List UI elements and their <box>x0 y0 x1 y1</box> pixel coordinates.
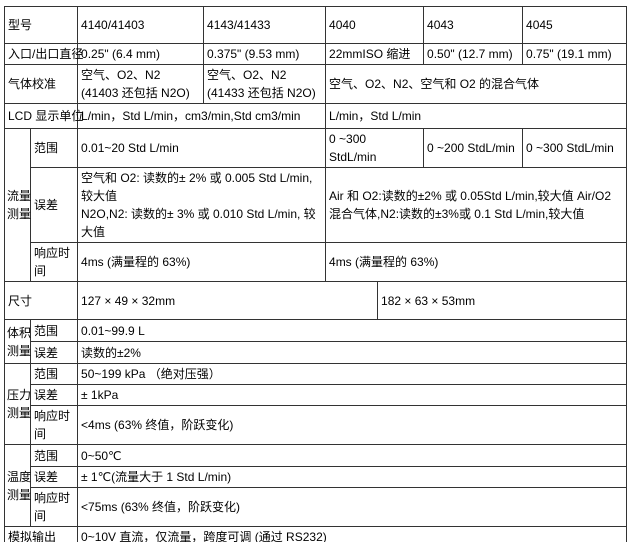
spec-table: 型号 4140/41403 4143/41433 4040 4043 4045 … <box>3 6 628 542</box>
row-volume-range: 体积 测量 范围 0.01~99.9 L <box>4 319 628 364</box>
row-flow-error: 误差 空气和 O2: 读数的± 2% 或 0.005 Std L/min,较大值… <box>5 167 628 243</box>
pressure-response-label: 响应时间 <box>29 405 79 445</box>
cell-flow-response-right: 4ms (满量程的 63%) <box>325 242 628 282</box>
row-pressure-range: 压力 测量 范围 50~199 kPa （绝对压强） <box>4 363 628 445</box>
cell-volume-range: 0.01~99.9 L <box>77 319 628 342</box>
cell-model-b: 4143/41433 <box>203 6 327 44</box>
volume-group-label: 体积 测量 <box>4 319 31 364</box>
model-row-label: 型号 <box>3 6 79 44</box>
row-temperature-response: 响应时间 <75ms (63% 终值，阶跃变化) <box>5 487 628 527</box>
row-pressure-response: 响应时间 <4ms (63% 终值，阶跃变化) <box>5 405 628 445</box>
cell-temperature-response: <75ms (63% 终值，阶跃变化) <box>77 487 628 527</box>
flow-range-label: 范围 <box>29 128 79 168</box>
cell-temperature-range: 0~50℃ <box>77 444 628 467</box>
cell-model-e: 4045 <box>522 6 628 44</box>
row-temperature-range: 温度 测量 范围 0~50℃ <box>4 444 628 527</box>
dimensions-row-label: 尺寸 <box>3 281 79 320</box>
cell-flow-range-left: 0.01~20 Std L/min <box>77 128 327 168</box>
pressure-range-label: 范围 <box>29 363 79 385</box>
cell-pressure-range: 50~199 kPa （绝对压强） <box>77 363 628 385</box>
analog-output-label: 模拟输出 <box>3 526 79 542</box>
row-pressure-error: 误差 ± 1kPa <box>5 384 628 406</box>
cell-pressure-error: ± 1kPa <box>77 384 628 406</box>
cell-analog-output: 0~10V 直流，仅流量，跨度可调 (通过 RS232) <box>77 526 628 542</box>
flow-response-label: 响应时间 <box>29 242 79 282</box>
cell-gas-cal-cde: 空气、O2、N2、空气和 O2 的混合气体 <box>325 64 628 104</box>
flow-error-label: 误差 <box>29 167 79 243</box>
cell-diameter-a: 0.25" (6.4 mm) <box>77 43 205 65</box>
row-flow-range: 流量 测量 范围 0.01~20 Std L/min 0 ~300 StdL/m… <box>4 128 628 282</box>
cell-flow-response-left: 4ms (满量程的 63%) <box>77 242 327 282</box>
volume-error-label: 误差 <box>29 341 79 364</box>
cell-flow-range-e: 0 ~300 StdL/min <box>522 128 628 168</box>
cell-model-d: 4043 <box>423 6 524 44</box>
row-volume-error: 误差 读数的±2% <box>5 341 628 364</box>
temperature-error-label: 误差 <box>29 466 79 488</box>
pressure-error-label: 误差 <box>29 384 79 406</box>
cell-flow-range-c: 0 ~300 StdL/min <box>325 128 425 168</box>
cell-model-a: 4140/41403 <box>77 6 205 44</box>
cell-lcd-units-left: L/min，Std L/min，cm3/min,Std cm3/min <box>77 103 327 129</box>
cell-model-c: 4040 <box>325 6 425 44</box>
cell-pressure-response: <4ms (63% 终值，阶跃变化) <box>77 405 628 445</box>
cell-flow-range-d: 0 ~200 StdL/min <box>423 128 524 168</box>
volume-range-label: 范围 <box>29 319 79 342</box>
cell-diameter-c: 22mmISO 缩进 <box>325 43 425 65</box>
temperature-group-label: 温度 测量 <box>4 444 31 527</box>
cell-flow-error-right: Air 和 O2:读数的±2% 或 0.05Std L/min,较大值 Air/… <box>325 167 628 243</box>
cell-dimensions-large: 182 × 63 × 53mm <box>377 281 628 320</box>
gas-calibration-row-label: 气体校准 <box>3 64 79 104</box>
diameter-row-label: 入口/出口直径 <box>3 43 83 65</box>
row-temperature-error: 误差 ± 1℃(流量大于 1 Std L/min) <box>5 466 628 488</box>
temperature-response-label: 响应时间 <box>29 487 79 527</box>
pressure-group-label: 压力 测量 <box>4 363 31 445</box>
cell-diameter-b: 0.375" (9.53 mm) <box>203 43 327 65</box>
row-lcd-units: LCD 显示单位 L/min，Std L/min，cm3/min,Std cm3… <box>3 103 628 129</box>
row-analog-output: 模拟输出 0~10V 直流，仅流量，跨度可调 (通过 RS232) <box>3 526 628 542</box>
row-diameter: 入口/出口直径 0.25" (6.4 mm) 0.375" (9.53 mm) … <box>3 43 628 65</box>
row-dimensions: 尺寸 127 × 49 × 32mm 182 × 63 × 53mm <box>3 281 628 320</box>
row-model: 型号 4140/41403 4143/41433 4040 4043 4045 <box>3 6 628 44</box>
cell-diameter-d: 0.50" (12.7 mm) <box>423 43 524 65</box>
temperature-range-label: 范围 <box>29 444 79 467</box>
cell-dimensions-small: 127 × 49 × 32mm <box>77 281 379 320</box>
cell-lcd-units-right: L/min，Std L/min <box>325 103 628 129</box>
flow-group-label: 流量 测量 <box>4 128 31 282</box>
cell-gas-cal-a: 空气、O2、N2 (41403 还包括 N2O) <box>77 64 205 104</box>
cell-flow-error-left: 空气和 O2: 读数的± 2% 或 0.005 Std L/min,较大值 N2… <box>77 167 327 243</box>
cell-gas-cal-b: 空气、O2、N2 (41433 还包括 N2O) <box>203 64 327 104</box>
row-gas-calibration: 气体校准 空气、O2、N2 (41403 还包括 N2O) 空气、O2、N2 (… <box>3 64 628 104</box>
row-flow-response: 响应时间 4ms (满量程的 63%) 4ms (满量程的 63%) <box>5 242 628 282</box>
cell-diameter-e: 0.75" (19.1 mm) <box>522 43 628 65</box>
cell-volume-error: 读数的±2% <box>77 341 628 364</box>
lcd-units-row-label: LCD 显示单位 <box>3 103 83 129</box>
cell-temperature-error: ± 1℃(流量大于 1 Std L/min) <box>77 466 628 488</box>
